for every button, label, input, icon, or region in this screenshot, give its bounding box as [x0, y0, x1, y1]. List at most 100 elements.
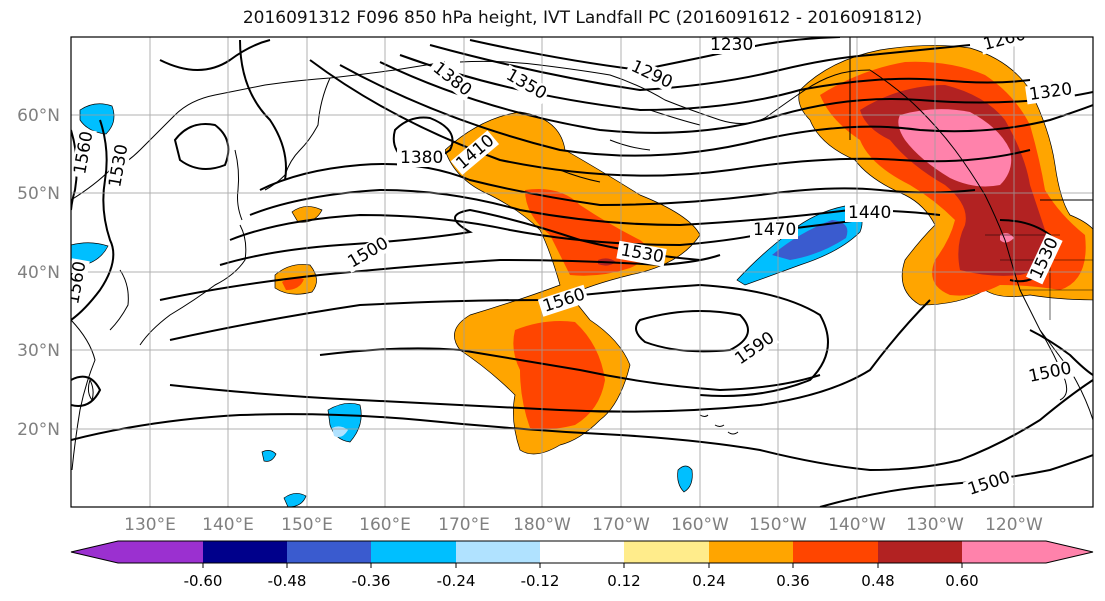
- colorbar-segment-8: [793, 541, 878, 563]
- colorbar-segment-9: [878, 541, 962, 563]
- colorbar-segment-10: [962, 541, 1093, 563]
- lon-label-140e: 140°E: [202, 515, 254, 535]
- colorbar-segment-6: [624, 541, 709, 563]
- contour-kuril-loop: [173, 123, 230, 170]
- lon-label-140w: 140°W: [828, 515, 886, 535]
- lon-label-160e: 160°E: [359, 515, 411, 535]
- lon-label-180w: 180°W: [513, 515, 571, 535]
- baja-coastline: [1039, 329, 1068, 401]
- ivt-subtropical-negative-spot: [327, 403, 362, 443]
- colorbar-label-8: 0.48: [861, 572, 894, 590]
- contour-label-1560-west: 1560: [70, 130, 97, 176]
- contour-label-1230: 1230: [710, 35, 753, 55]
- taiwan-coastline: [87, 379, 94, 402]
- map-title: 2016091312 F096 850 hPa height, IVT Land…: [242, 8, 923, 28]
- ivt-central-strong-region: [513, 321, 605, 430]
- north-america-coastline: [869, 69, 1093, 421]
- lat-label-20n: 20°N: [17, 420, 60, 440]
- contour-label-1320: 1320: [1028, 79, 1074, 105]
- lat-label-40n: 40°N: [17, 263, 60, 283]
- korea-coastline: [109, 269, 129, 331]
- alaska-coastline: [459, 60, 871, 124]
- colorbar-label-9: 0.60: [945, 572, 978, 590]
- colorbar-segment-4: [456, 541, 540, 563]
- hawaii-islands: [699, 414, 739, 435]
- contour-1530-south: [169, 299, 931, 413]
- contour-1560-south: [319, 347, 821, 392]
- contour-label-1530-west: 1530: [105, 143, 132, 189]
- lon-label-160w: 160°W: [671, 515, 729, 535]
- japan-coastline: [139, 224, 247, 346]
- contour-label-1440: 1440: [848, 203, 891, 223]
- lat-label-60n: 60°N: [17, 106, 60, 126]
- colorbar-label-6: 0.24: [692, 572, 725, 590]
- contour-1350: [339, 64, 1093, 157]
- colorbar-segment-0: [71, 541, 203, 563]
- colorbar: -0.60 -0.48 -0.36 -0.24 -0.12 0.12 0.24 …: [70, 540, 1094, 590]
- ivt-shading-positive: [274, 45, 1093, 455]
- kamchatka-coastline: [264, 77, 331, 191]
- contour-1410: [259, 163, 976, 207]
- contour-west-1560: [71, 129, 78, 211]
- colorbar-label-3: -0.24: [437, 572, 476, 590]
- lat-label-50n: 50°N: [17, 184, 60, 204]
- colorbar-segment-3: [371, 541, 456, 563]
- contour-1500-south: [71, 379, 1093, 472]
- ivt-south-negative-spot-2: [677, 465, 693, 493]
- lat-label-30n: 30°N: [17, 341, 60, 361]
- lon-label-130e: 130°E: [124, 515, 176, 535]
- height-contours: [71, 37, 1093, 507]
- lon-label-170w: 170°W: [592, 515, 650, 535]
- contour-label-1380-low: 1380: [400, 148, 443, 168]
- ivt-gulf-of-alaska-strong-negative-region: [772, 220, 848, 260]
- china-coastline: [71, 319, 96, 471]
- ivt-north-american-max-region: [898, 109, 1012, 187]
- colorbar-label-1: -0.48: [268, 572, 307, 590]
- contour-label-1500-east: 1500: [1027, 358, 1073, 387]
- contour-east-1560: [1029, 329, 1093, 376]
- contour-label-1290: 1290: [628, 56, 676, 92]
- lon-label-120w: 120°W: [985, 515, 1043, 535]
- asia-coastline: [71, 61, 446, 201]
- ivt-west-small-spot-core: [282, 277, 304, 290]
- lon-label-150e: 150°E: [281, 515, 333, 535]
- colorbar-label-5: 0.12: [607, 572, 640, 590]
- lat-lon-grid: [71, 37, 1093, 507]
- contour-label-1350: 1350: [503, 65, 550, 104]
- contour-west-1530: [71, 119, 115, 321]
- colorbar-segment-5: [540, 541, 624, 563]
- contour-1500-north: [219, 208, 701, 266]
- colorbar-outline: [70, 540, 1094, 564]
- colorbar-label-7: 0.36: [776, 572, 809, 590]
- contour-1590: [635, 310, 749, 353]
- contour-label-1560-southwest: 1560: [63, 260, 90, 306]
- lon-label-150w: 150°W: [749, 515, 807, 535]
- lon-label-130w: 130°W: [906, 515, 964, 535]
- colorbar-segment-1: [203, 541, 287, 563]
- contour-1230: [469, 37, 841, 72]
- contour-label-1260: 1260: [981, 24, 1028, 55]
- contour-west-tail: [71, 375, 102, 407]
- contour-1380-north: [309, 59, 1031, 177]
- ivt-kamchatka-negative-spot: [79, 103, 115, 135]
- contour-1260: [429, 44, 971, 92]
- latitude-labels: 60°N 50°N 40°N 30°N 20°N: [17, 106, 60, 440]
- contour-west-loop: [159, 39, 287, 181]
- ivt-south-negative-spot-3: [261, 450, 277, 462]
- colorbar-segment-2: [287, 541, 371, 563]
- sakhalin-coastline: [234, 149, 243, 221]
- canada-border: [849, 37, 1093, 201]
- colorbar-tick-labels: -0.60 -0.48 -0.36 -0.24 -0.12 0.12 0.24 …: [184, 572, 979, 590]
- colorbar-label-0: -0.60: [184, 572, 223, 590]
- colorbar-label-2: -0.36: [352, 572, 391, 590]
- map-frame: [70, 36, 1094, 508]
- lon-label-170e: 170°E: [438, 515, 490, 535]
- colorbar-label-4: -0.12: [521, 572, 560, 590]
- contour-label-1470: 1470: [753, 220, 796, 240]
- ivt-west-pacific-positive-region: [444, 111, 701, 455]
- colorbar-ticks: [202, 563, 963, 568]
- contour-1500-southeast: [819, 454, 1093, 507]
- ivt-south-negative-spot-1: [283, 493, 307, 507]
- contour-1560: [169, 283, 829, 397]
